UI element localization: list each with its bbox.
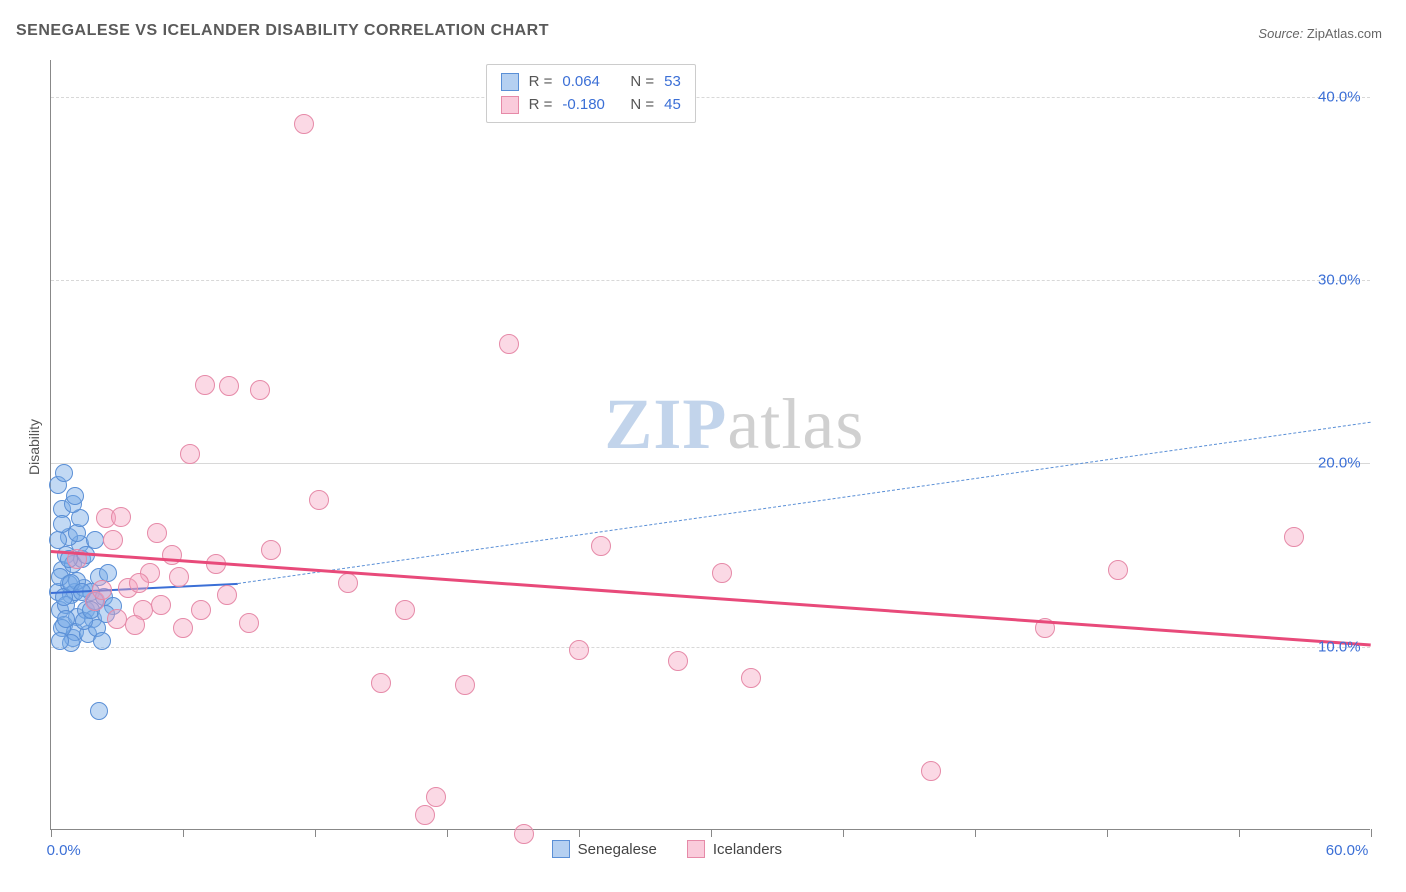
data-point — [239, 613, 259, 633]
gridline — [51, 97, 1370, 98]
chart-plot-area — [50, 60, 1370, 830]
data-point — [1108, 560, 1128, 580]
data-point — [668, 651, 688, 671]
source-label: Source: — [1258, 26, 1303, 41]
data-point — [309, 490, 329, 510]
gridline — [51, 463, 1370, 464]
x-max-label: 60.0% — [1326, 842, 1369, 859]
x-tick — [975, 829, 976, 837]
data-point — [92, 580, 112, 600]
legend-swatch — [501, 96, 519, 114]
data-point — [86, 531, 104, 549]
data-point — [294, 114, 314, 134]
y-tick-label: 30.0% — [1318, 272, 1361, 289]
legend-r-label: R = — [529, 94, 553, 117]
legend-n-value: 53 — [664, 71, 681, 94]
data-point — [591, 536, 611, 556]
data-point — [712, 563, 732, 583]
data-point — [217, 585, 237, 605]
legend-swatch — [501, 73, 519, 91]
data-point — [151, 595, 171, 615]
x-min-label: 0.0% — [47, 842, 81, 859]
gridline — [51, 647, 1370, 648]
source-attribution: Source: ZipAtlas.com — [1258, 26, 1382, 41]
legend-r-value: 0.064 — [562, 71, 620, 94]
data-point — [53, 515, 71, 533]
data-point — [455, 675, 475, 695]
data-point — [147, 523, 167, 543]
data-point — [499, 334, 519, 354]
data-point — [51, 632, 69, 650]
legend-item: Icelanders — [687, 840, 782, 858]
x-tick — [315, 829, 316, 837]
chart-title: SENEGALESE VS ICELANDER DISABILITY CORRE… — [16, 22, 549, 40]
trend-line — [238, 421, 1371, 583]
data-point — [125, 615, 145, 635]
x-tick — [1107, 829, 1108, 837]
legend-n-value: 45 — [664, 94, 681, 117]
data-point — [90, 702, 108, 720]
x-tick — [183, 829, 184, 837]
x-tick — [51, 829, 52, 837]
data-point — [66, 487, 84, 505]
data-point — [169, 567, 189, 587]
data-point — [55, 464, 73, 482]
data-point — [426, 787, 446, 807]
legend-swatch — [552, 840, 570, 858]
data-point — [111, 507, 131, 527]
data-point — [191, 600, 211, 620]
data-point — [49, 531, 67, 549]
data-point — [261, 540, 281, 560]
legend-row: R = -0.180 N = 45 — [501, 94, 681, 117]
legend-swatch — [687, 840, 705, 858]
data-point — [921, 761, 941, 781]
legend-label: Icelanders — [713, 841, 782, 858]
data-point — [173, 618, 193, 638]
data-point — [219, 376, 239, 396]
data-point — [569, 640, 589, 660]
data-point — [514, 824, 534, 844]
gridline — [51, 280, 1370, 281]
x-tick — [447, 829, 448, 837]
x-tick — [1239, 829, 1240, 837]
data-point — [103, 530, 123, 550]
y-tick-label: 20.0% — [1318, 455, 1361, 472]
x-tick — [711, 829, 712, 837]
data-point — [250, 380, 270, 400]
data-point — [1284, 527, 1304, 547]
data-point — [371, 673, 391, 693]
x-tick — [1371, 829, 1372, 837]
legend-n-label: N = — [630, 94, 654, 117]
data-point — [129, 573, 149, 593]
legend-item: Senegalese — [552, 840, 657, 858]
data-point — [338, 573, 358, 593]
legend-row: R = 0.064 N = 53 — [501, 71, 681, 94]
x-tick — [843, 829, 844, 837]
legend-n-label: N = — [630, 71, 654, 94]
data-point — [415, 805, 435, 825]
legend-r-label: R = — [529, 71, 553, 94]
y-tick-label: 10.0% — [1318, 638, 1361, 655]
y-axis-label: Disability — [26, 419, 42, 475]
data-point — [180, 444, 200, 464]
legend-label: Senegalese — [578, 841, 657, 858]
correlation-legend: R = 0.064 N = 53 R = -0.180 N = 45 — [486, 64, 696, 123]
data-point — [395, 600, 415, 620]
series-legend: Senegalese Icelanders — [552, 840, 782, 858]
legend-r-value: -0.180 — [562, 94, 620, 117]
data-point — [741, 668, 761, 688]
source-name: ZipAtlas.com — [1307, 26, 1382, 41]
x-tick — [579, 829, 580, 837]
data-point — [57, 610, 75, 628]
data-point — [93, 632, 111, 650]
y-tick-label: 40.0% — [1318, 88, 1361, 105]
data-point — [195, 375, 215, 395]
